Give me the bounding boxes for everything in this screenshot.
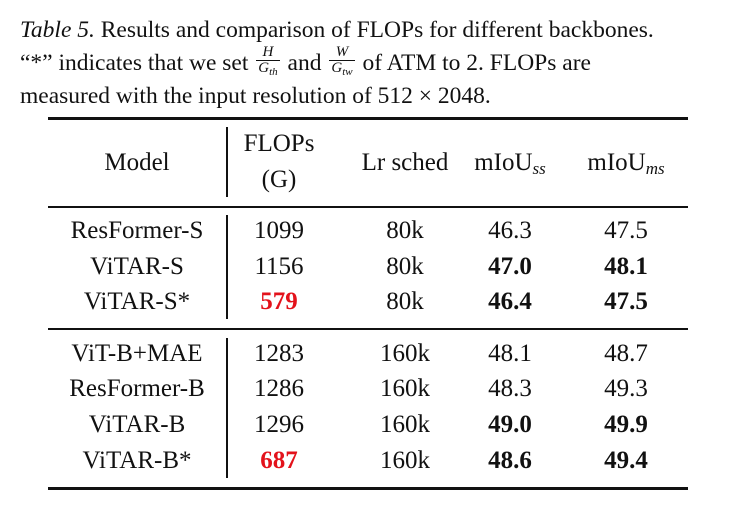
- table-top-rule: [48, 117, 688, 120]
- cell-model: ViTAR-B: [88, 411, 186, 438]
- header-lr-sched: Lr sched: [361, 149, 449, 176]
- cell-miou-ss: 48.3: [488, 375, 532, 402]
- fraction-den-sub: th: [269, 66, 278, 79]
- header-miou-ms-text: mIoU: [587, 149, 646, 176]
- caption-text-2c: of ATM to 2. FLOPs are: [356, 50, 591, 76]
- cell-miou-ms: 49.4: [604, 447, 648, 474]
- cell-lr-sched: 80k: [386, 253, 424, 280]
- header-miou-ms-sub: ms: [645, 159, 665, 178]
- cell-miou-ms: 48.7: [604, 340, 648, 367]
- cell-miou-ss: 49.0: [488, 411, 532, 438]
- cell-miou-ss: 48.6: [488, 447, 532, 474]
- cell-flops: 1286: [254, 375, 304, 402]
- caption-text-2a: “*” indicates that we set: [20, 50, 255, 76]
- caption-line-1: Table 5. Results and comparison of FLOPs…: [20, 14, 732, 47]
- cell-lr-sched: 160k: [380, 447, 430, 474]
- cell-flops-highlight: 687: [260, 447, 298, 474]
- table-bottom-rule: [48, 487, 688, 490]
- cell-miou-ss: 48.1: [488, 340, 532, 367]
- cell-model: ResFormer-B: [69, 375, 205, 402]
- header-flops-line-1: FLOPs: [243, 130, 315, 157]
- cell-miou-ms: 47.5: [604, 217, 648, 244]
- cell-miou-ms: 47.5: [604, 288, 648, 315]
- table-vertical-divider-header: [226, 127, 228, 197]
- cell-lr-sched: 160k: [380, 411, 430, 438]
- table-vertical-divider-group-2: [226, 338, 228, 478]
- header-model: Model: [104, 149, 170, 176]
- fraction-h-over-gth: H Gth: [256, 44, 280, 80]
- table-group-rule: [48, 328, 688, 330]
- cell-model: ViT-B+MAE: [71, 340, 203, 367]
- cell-miou-ss: 46.4: [488, 288, 532, 315]
- cell-flops: 1099: [254, 217, 304, 244]
- fraction-den-base: G: [331, 60, 343, 77]
- fraction-w-over-gtw: W Gtw: [329, 44, 355, 80]
- header-miou-ss-sub: ss: [532, 159, 546, 178]
- cell-flops-highlight: 579: [260, 288, 298, 315]
- table-vertical-divider-group-1: [226, 215, 228, 319]
- header-miou-ms: mIoUms: [560, 148, 692, 184]
- header-miou-ss-text: mIoU: [474, 149, 533, 176]
- caption-text-1: Results and comparison of FLOPs for diff…: [94, 17, 654, 43]
- cell-miou-ss: 46.3: [488, 217, 532, 244]
- cell-flops: 1156: [254, 253, 304, 280]
- cell-flops: 1283: [254, 340, 304, 367]
- cell-model: ViTAR-S*: [83, 288, 191, 315]
- fraction-den-sub: tw: [342, 66, 353, 79]
- table-caption: Table 5. Results and comparison of FLOPs…: [20, 14, 732, 113]
- caption-line-2: “*” indicates that we set H Gth and W Gtw …: [20, 44, 732, 80]
- caption-text-2b: and: [281, 50, 328, 76]
- cell-miou-ss: 47.0: [488, 253, 532, 280]
- cell-flops: 1296: [254, 411, 304, 438]
- cell-lr-sched: 80k: [386, 217, 424, 244]
- caption-line-3: measured with the input resolution of 51…: [20, 83, 491, 109]
- table-header-rule: [48, 206, 688, 208]
- cell-lr-sched: 160k: [380, 340, 430, 367]
- header-flops-line-2: (G): [261, 166, 297, 193]
- cell-model: ViTAR-B*: [82, 447, 192, 474]
- cell-miou-ms: 49.3: [604, 375, 648, 402]
- cell-miou-ms: 48.1: [604, 253, 648, 280]
- fraction-denominator: Gtw: [329, 60, 355, 80]
- cell-lr-sched: 80k: [386, 288, 424, 315]
- fraction-numerator: W: [335, 44, 349, 61]
- fraction-denominator: Gth: [256, 60, 280, 80]
- cell-lr-sched: 160k: [380, 375, 430, 402]
- caption-label: Table 5.: [20, 17, 95, 43]
- cell-miou-ms: 49.9: [604, 411, 648, 438]
- fraction-den-base: G: [258, 60, 270, 77]
- fraction-numerator: H: [262, 44, 274, 61]
- cell-model: ResFormer-S: [70, 217, 204, 244]
- header-miou-ss: mIoUss: [450, 148, 570, 184]
- cell-model: ViTAR-S: [90, 253, 184, 280]
